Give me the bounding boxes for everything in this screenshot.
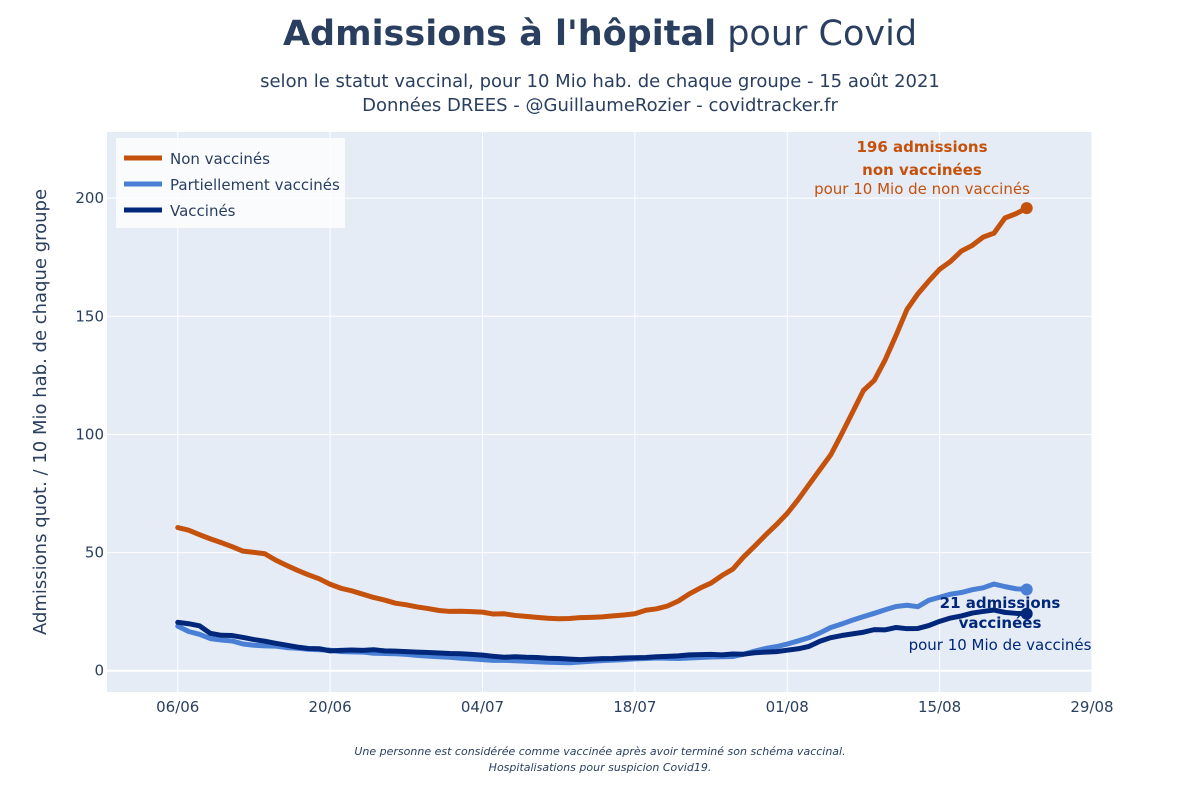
x-tick-label: 18/07: [613, 698, 656, 716]
series-layer: [175, 202, 1033, 666]
annotation-non-vaccines: 196 admissions non vaccinées pour 10 Mio…: [814, 138, 1030, 198]
series-end-marker-partiellement-vaccines[interactable]: [1020, 583, 1033, 596]
x-tick-label: 15/08: [918, 698, 961, 716]
chart-subtitle: selon le statut vaccinal, pour 10 Mio ha…: [0, 70, 1200, 118]
y-tick-label: 100: [75, 425, 104, 443]
y-tick-label: 0: [94, 662, 104, 680]
chart-title-bold: Admissions à l'hôpital: [282, 14, 717, 54]
x-tick-label: 06/06: [156, 698, 199, 716]
x-tick-label: 29/08: [1070, 698, 1113, 716]
y-tick-label: 200: [75, 189, 104, 207]
legend-label-non-vaccines[interactable]: Non vaccinés: [170, 150, 270, 168]
y-tick-label: 150: [75, 307, 104, 325]
chart-title-rest: pour Covid: [716, 14, 918, 54]
annotation-vaccines-line-3: pour 10 Mio de vaccinés: [909, 636, 1092, 654]
y-axis-label: Admissions quot. / 10 Mio hab. de chaque…: [30, 189, 51, 635]
x-tick-label: 01/08: [766, 698, 809, 716]
legend-label-vaccines[interactable]: Vaccinés: [170, 202, 236, 220]
y-tick-label: 50: [85, 544, 104, 562]
subtitle-line-2: Données DREES - @GuillaumeRozier - covid…: [362, 95, 838, 116]
annotation-vaccines-line-1: 21 admissions: [940, 594, 1061, 612]
subtitle-line-1: selon le statut vaccinal, pour 10 Mio ha…: [260, 71, 940, 92]
legend-label-partiellement-vaccines[interactable]: Partiellement vaccinés: [170, 176, 340, 194]
series-line-vaccines[interactable]: [175, 607, 1030, 663]
y-axis-ticks: 0 50 100 150 200: [75, 189, 104, 680]
chart-title: Admissions à l'hôpital pour Covid: [0, 14, 1200, 54]
legend: Non vaccinés Partiellement vaccinés Vacc…: [116, 138, 345, 228]
annotation-vaccines: 21 admissions vaccinées pour 10 Mio de v…: [909, 594, 1092, 654]
series-line-non-vaccines[interactable]: [175, 205, 1030, 622]
x-tick-label: 20/06: [309, 698, 352, 716]
annotation-non-vaccines-line-1: 196 admissions: [856, 138, 987, 156]
annotation-non-vaccines-line-2: non vaccinées: [862, 161, 982, 179]
x-axis-ticks: 06/06 20/06 04/07 18/07 01/08 15/08 29/08: [156, 698, 1113, 716]
footnote: Une personne est considérée comme vaccin…: [0, 744, 1200, 776]
annotation-vaccines-line-2: vaccinées: [959, 614, 1042, 632]
annotation-non-vaccines-line-3: pour 10 Mio de non vaccinés: [814, 180, 1030, 198]
footnote-line-2: Hospitalisations pour suspicion Covid19.: [488, 761, 712, 774]
series-end-marker-vaccines[interactable]: [1020, 607, 1033, 620]
footnote-line-1: Une personne est considérée comme vaccin…: [354, 745, 846, 758]
series-end-marker-non-vaccines[interactable]: [1020, 202, 1033, 215]
x-tick-label: 04/07: [461, 698, 504, 716]
